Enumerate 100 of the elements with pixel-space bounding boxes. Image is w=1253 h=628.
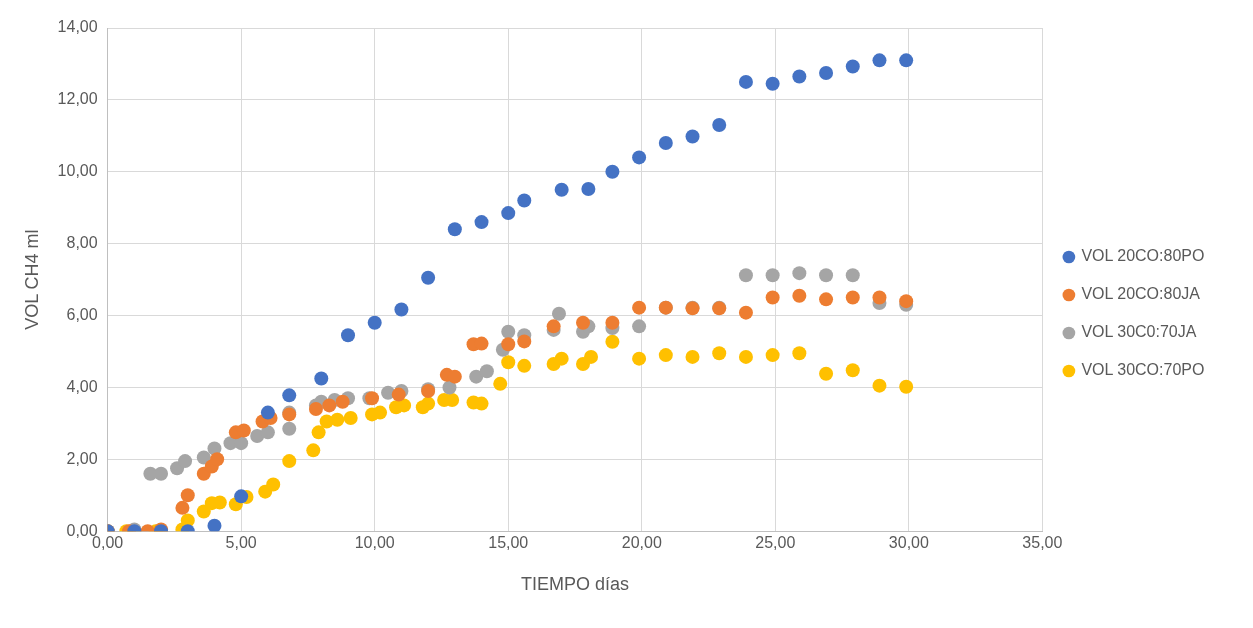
point [872, 53, 887, 68]
point [899, 53, 914, 68]
point [872, 290, 887, 305]
point [311, 425, 326, 440]
point [792, 69, 807, 84]
point [501, 337, 516, 352]
y-tick-label: 14,00 [57, 18, 98, 36]
point [632, 351, 647, 366]
point [845, 290, 860, 305]
point [685, 129, 700, 144]
point [210, 452, 225, 467]
point [394, 302, 409, 317]
point [632, 150, 647, 165]
point [554, 182, 569, 197]
point [658, 136, 673, 151]
point [632, 319, 647, 334]
point [234, 489, 249, 504]
legend-label: VOL 30C0:70JA [1081, 323, 1197, 341]
x-tick-label: 10,00 [354, 534, 395, 552]
point [335, 394, 350, 409]
point [154, 466, 169, 481]
point [819, 366, 834, 381]
point [765, 290, 780, 305]
point [260, 425, 275, 440]
point [373, 405, 388, 420]
x-tick-label: 30,00 [888, 534, 929, 552]
legend-label: VOL 30CO:70PO [1081, 361, 1205, 379]
point [306, 443, 321, 458]
point [819, 268, 834, 283]
point [685, 349, 700, 364]
point [738, 268, 753, 283]
point [554, 351, 569, 366]
point [819, 292, 834, 307]
point [792, 346, 807, 361]
point [282, 454, 297, 469]
point [845, 268, 860, 283]
point [178, 454, 193, 469]
y-tick-label: 2,00 [66, 449, 98, 467]
y-tick-label: 12,00 [57, 90, 98, 108]
point [551, 306, 566, 321]
point [501, 206, 516, 221]
point [207, 518, 222, 532]
point [282, 421, 297, 436]
legend-label: VOL 20CO:80PO [1081, 247, 1205, 265]
point [341, 328, 355, 343]
point [474, 215, 489, 230]
point [479, 364, 494, 379]
point [845, 59, 860, 74]
point [605, 315, 620, 330]
point [314, 371, 329, 386]
point [845, 363, 860, 378]
point [605, 334, 620, 349]
point [517, 193, 532, 208]
point [738, 349, 753, 364]
point [792, 288, 807, 303]
point [447, 369, 462, 384]
point [180, 488, 195, 503]
point [196, 450, 211, 465]
y-tick-label: 6,00 [66, 305, 98, 323]
point [765, 268, 780, 283]
point [501, 355, 516, 370]
point [343, 410, 358, 425]
point [474, 396, 489, 411]
point [584, 349, 599, 364]
point [605, 164, 620, 179]
x-tick-label: 25,00 [755, 534, 796, 552]
point [738, 74, 753, 89]
point [899, 379, 914, 394]
point [738, 305, 753, 320]
point [712, 346, 727, 361]
point [517, 358, 532, 373]
point [266, 477, 281, 492]
legend-label: VOL 20CO:80JA [1081, 285, 1201, 303]
y-axis-title: VOL CH4 ml [21, 229, 42, 330]
point [765, 348, 780, 363]
point [872, 378, 887, 393]
point [658, 348, 673, 363]
point [282, 388, 297, 403]
point [632, 300, 647, 315]
x-tick-label: 15,00 [488, 534, 529, 552]
point [712, 118, 727, 133]
point [421, 396, 436, 411]
point [421, 270, 436, 285]
x-tick-label: 20,00 [621, 534, 662, 552]
point [234, 436, 249, 451]
y-tick-label: 10,00 [57, 162, 98, 180]
point [322, 398, 337, 413]
point [447, 222, 462, 237]
point [260, 405, 275, 420]
point [330, 412, 345, 427]
point [236, 423, 251, 438]
point [765, 76, 780, 91]
point [397, 398, 412, 413]
y-tick-label: 8,00 [66, 234, 98, 252]
y-tick-label: 4,00 [66, 377, 98, 395]
point [493, 376, 508, 391]
point [819, 65, 834, 80]
point [469, 369, 484, 384]
point [517, 334, 532, 349]
x-tick-label: 5,00 [225, 534, 257, 552]
